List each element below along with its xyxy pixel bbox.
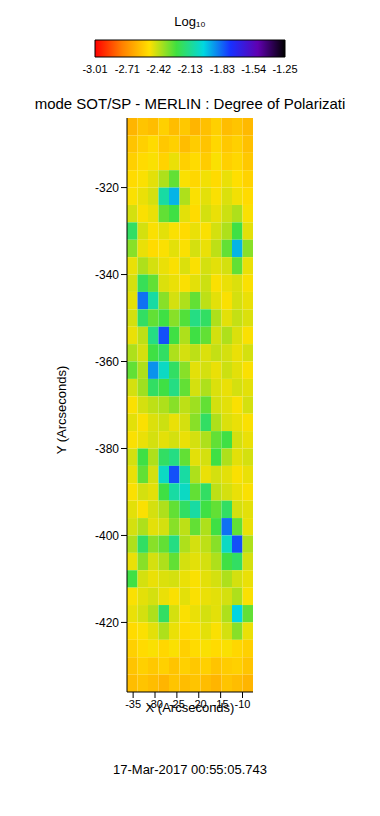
html-text:17-Mar-2017 00:55:05.743: 17-Mar-2017 00:55:05.743 <box>113 762 267 777</box>
html-text:mode SOT/SP - MERLIN : Degree: mode SOT/SP - MERLIN : Degree of Polariz… <box>34 95 346 112</box>
svg-text:-420: -420 <box>95 616 119 630</box>
svg-text:-1.25: -1.25 <box>272 63 297 75</box>
html-text:X (Arcseconds): X (Arcseconds) <box>145 700 235 715</box>
svg-text:-1.54: -1.54 <box>241 63 266 75</box>
svg-text:-2.42: -2.42 <box>146 63 171 75</box>
html-text:Log₁₀: Log₁₀ <box>174 14 206 29</box>
svg-text:-10: -10 <box>235 698 251 710</box>
html-text:Y (Arcseconds): Y (Arcseconds) <box>54 365 69 455</box>
svg-text:-1.83: -1.83 <box>210 63 235 75</box>
svg-text:-380: -380 <box>95 442 119 456</box>
svg-text:-320: -320 <box>95 181 119 195</box>
svg-text:-2.13: -2.13 <box>177 63 202 75</box>
svg-text:-360: -360 <box>95 355 119 369</box>
svg-text:-3.01: -3.01 <box>82 63 107 75</box>
svg-text:-2.71: -2.71 <box>115 63 140 75</box>
svg-text:-400: -400 <box>95 529 119 543</box>
svg-text:-340: -340 <box>95 268 119 282</box>
svg-text:-35: -35 <box>125 698 141 710</box>
